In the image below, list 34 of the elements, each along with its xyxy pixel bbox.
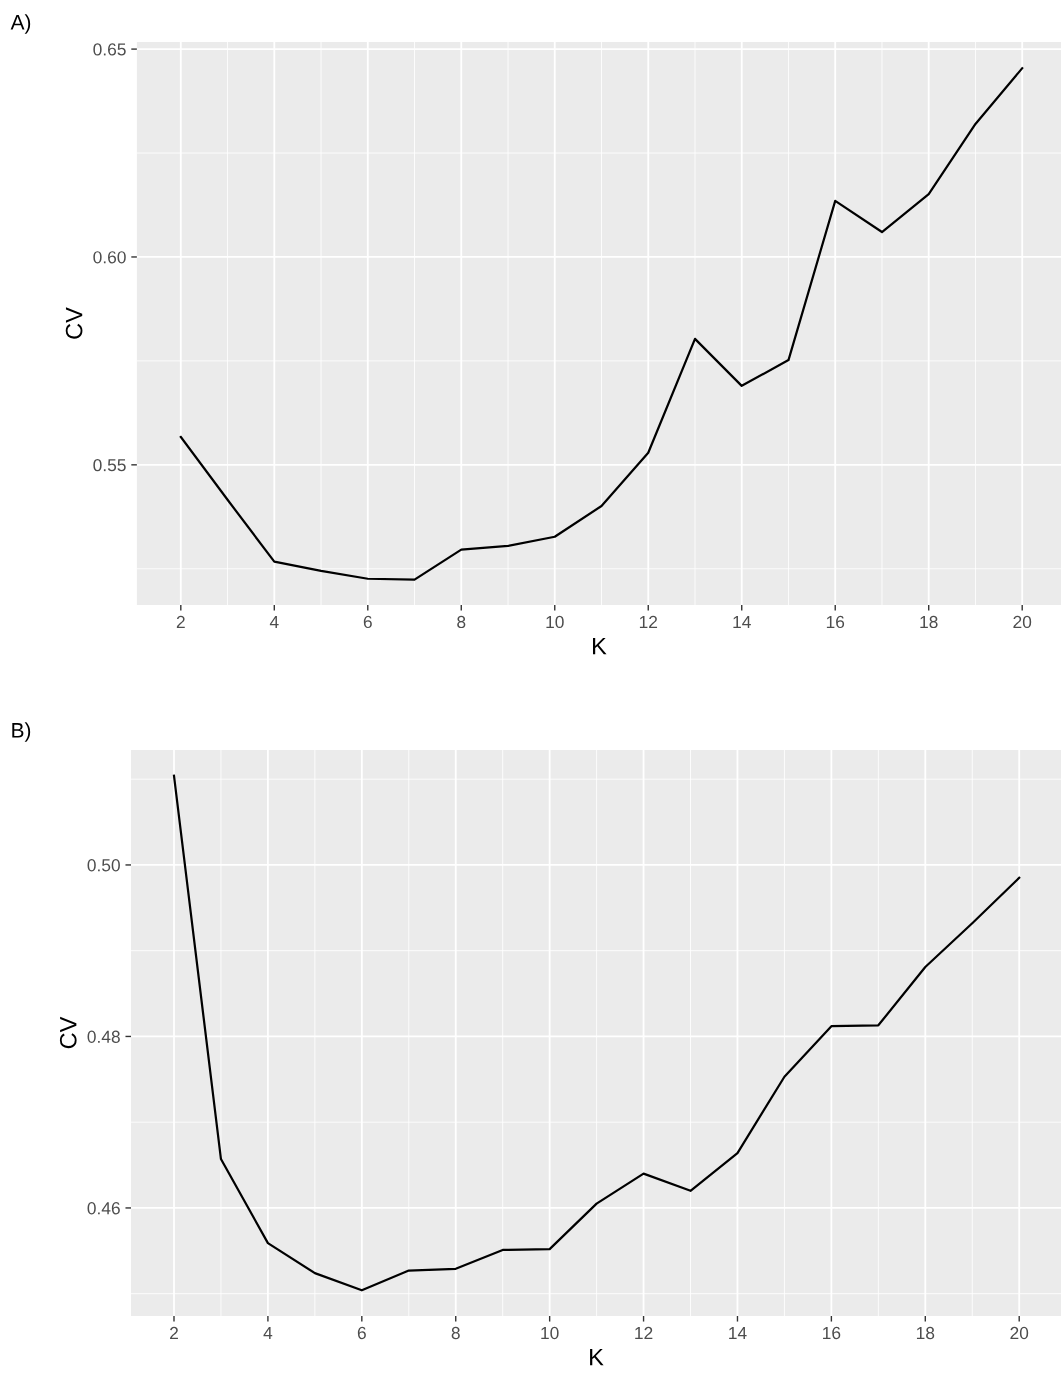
y-tick-label: 0.55: [93, 459, 126, 472]
x-tick-label: 4: [269, 616, 279, 628]
y-tick-label: 0.46: [87, 1202, 120, 1215]
x-tick-label: 18: [920, 615, 938, 629]
y-tick-label: 0.65: [93, 43, 126, 56]
chart-title: A): [10, 14, 31, 34]
y-tick-label: 0.60: [93, 251, 126, 264]
x-tick-label: 6: [363, 615, 372, 629]
x-tick-label: 8: [451, 1326, 460, 1340]
x-tick-label: 16: [826, 615, 845, 629]
x-tick-label: 8: [457, 615, 466, 629]
x-axis-title: K: [590, 1349, 604, 1366]
x-tick-label: 4: [263, 1327, 273, 1339]
x-tick-label: 14: [733, 616, 751, 628]
x-tick-label: 16: [823, 1326, 841, 1340]
x-tick-label: 20: [1010, 1326, 1029, 1340]
x-tick-label: 2: [176, 615, 185, 628]
x-tick-label: 18: [916, 1326, 935, 1340]
line-series: [179, 67, 1024, 581]
y-tick-label: 0.50: [87, 859, 120, 872]
line-series: [172, 774, 1021, 1292]
x-axis-title: K: [593, 637, 607, 655]
x-tick-label: 2: [170, 1326, 178, 1339]
x-tick-label: 20: [1013, 615, 1032, 629]
y-axis-title: CV: [65, 307, 83, 339]
x-tick-label: 12: [639, 615, 658, 628]
x-tick-label: 10: [546, 615, 564, 629]
x-tick-label: 14: [729, 1327, 747, 1339]
x-tick-label: 10: [541, 1326, 559, 1340]
y-axis-title: CV: [59, 1016, 77, 1049]
chart-title: B): [12, 722, 31, 742]
y-tick-label: 0.48: [87, 1030, 120, 1043]
x-tick-label: 6: [357, 1326, 366, 1340]
x-tick-label: 12: [635, 1326, 653, 1339]
